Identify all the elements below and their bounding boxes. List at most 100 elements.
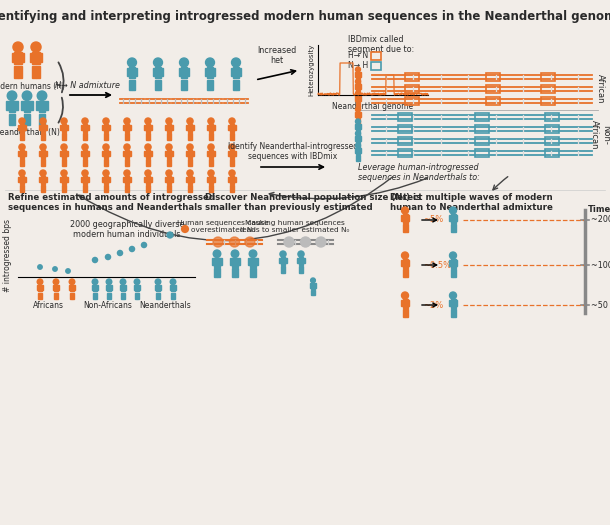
Bar — [159, 80, 161, 90]
FancyBboxPatch shape — [83, 150, 87, 157]
FancyBboxPatch shape — [93, 285, 97, 291]
Bar — [155, 80, 157, 90]
Circle shape — [103, 118, 109, 124]
FancyBboxPatch shape — [167, 176, 171, 184]
FancyBboxPatch shape — [20, 176, 24, 184]
FancyBboxPatch shape — [121, 285, 125, 291]
Circle shape — [401, 252, 409, 259]
FancyBboxPatch shape — [107, 285, 111, 291]
Bar — [135, 292, 137, 299]
Bar — [545, 113, 559, 121]
Circle shape — [450, 292, 456, 299]
FancyBboxPatch shape — [83, 124, 87, 132]
Bar — [358, 131, 360, 137]
Bar — [355, 72, 356, 77]
Bar — [45, 101, 48, 110]
Circle shape — [206, 58, 215, 67]
Text: African: African — [595, 74, 605, 104]
Bar — [192, 124, 194, 130]
Bar — [39, 176, 41, 182]
Bar — [175, 285, 176, 290]
FancyBboxPatch shape — [356, 84, 360, 90]
Circle shape — [40, 170, 46, 176]
Text: Modern humans (H): Modern humans (H) — [0, 82, 65, 91]
Bar — [209, 133, 211, 140]
Bar — [81, 176, 83, 182]
Bar — [360, 149, 361, 153]
Bar — [181, 80, 184, 90]
Bar — [148, 159, 150, 166]
Circle shape — [229, 237, 240, 247]
FancyBboxPatch shape — [155, 67, 161, 78]
Circle shape — [450, 252, 456, 259]
Bar — [486, 97, 500, 105]
FancyBboxPatch shape — [20, 150, 24, 157]
FancyBboxPatch shape — [125, 176, 129, 184]
Bar — [108, 151, 110, 156]
Circle shape — [356, 91, 361, 96]
Circle shape — [19, 144, 25, 150]
Text: Detect multiple waves of modern
human to Neanderthal admixture: Detect multiple waves of modern human to… — [390, 193, 553, 213]
Circle shape — [7, 91, 16, 100]
Bar — [137, 292, 139, 299]
Text: Identify Neanderthal-introgressed
sequences with IBDmix: Identify Neanderthal-introgressed sequen… — [228, 142, 358, 161]
Bar — [39, 124, 41, 130]
Bar — [356, 155, 358, 161]
FancyBboxPatch shape — [188, 176, 192, 184]
FancyBboxPatch shape — [356, 96, 360, 102]
Bar — [301, 266, 303, 273]
Bar — [37, 67, 40, 78]
Circle shape — [92, 279, 98, 285]
Bar — [106, 159, 108, 166]
Circle shape — [356, 79, 361, 84]
Bar — [171, 151, 173, 156]
Circle shape — [249, 250, 257, 258]
Bar — [283, 266, 285, 273]
Bar — [358, 119, 360, 125]
Bar — [401, 259, 403, 266]
Text: H→ N: H→ N — [348, 51, 368, 60]
Bar — [299, 266, 301, 273]
Bar — [356, 103, 358, 109]
Bar — [231, 258, 232, 265]
Point — [50, 265, 60, 273]
Bar — [24, 151, 26, 156]
Bar — [134, 285, 135, 290]
Bar — [139, 285, 140, 290]
Bar — [125, 159, 127, 166]
Bar — [360, 97, 361, 101]
Bar — [234, 151, 235, 156]
Bar — [356, 79, 358, 85]
Bar — [404, 73, 418, 81]
Bar — [179, 68, 181, 76]
Circle shape — [298, 251, 304, 257]
Bar — [232, 268, 235, 277]
Bar — [123, 176, 125, 182]
Bar — [356, 131, 358, 137]
Circle shape — [31, 42, 41, 52]
Bar — [102, 151, 104, 156]
Bar — [58, 285, 59, 290]
Bar — [214, 68, 215, 76]
Bar — [541, 73, 555, 81]
Bar — [449, 215, 451, 221]
Circle shape — [401, 292, 409, 299]
FancyBboxPatch shape — [209, 176, 213, 184]
Bar — [355, 97, 356, 101]
Circle shape — [19, 170, 25, 176]
Circle shape — [120, 279, 126, 285]
Circle shape — [166, 144, 172, 150]
Bar — [109, 292, 111, 299]
Bar — [310, 283, 311, 288]
FancyBboxPatch shape — [62, 150, 66, 157]
Bar — [486, 85, 500, 93]
Bar — [74, 285, 76, 290]
Bar — [127, 159, 129, 166]
Circle shape — [124, 118, 130, 124]
Bar — [404, 97, 418, 105]
Bar — [22, 159, 24, 166]
FancyBboxPatch shape — [403, 214, 407, 223]
Bar — [37, 285, 38, 290]
Bar — [405, 269, 407, 277]
Text: ~5%: ~5% — [423, 215, 443, 225]
